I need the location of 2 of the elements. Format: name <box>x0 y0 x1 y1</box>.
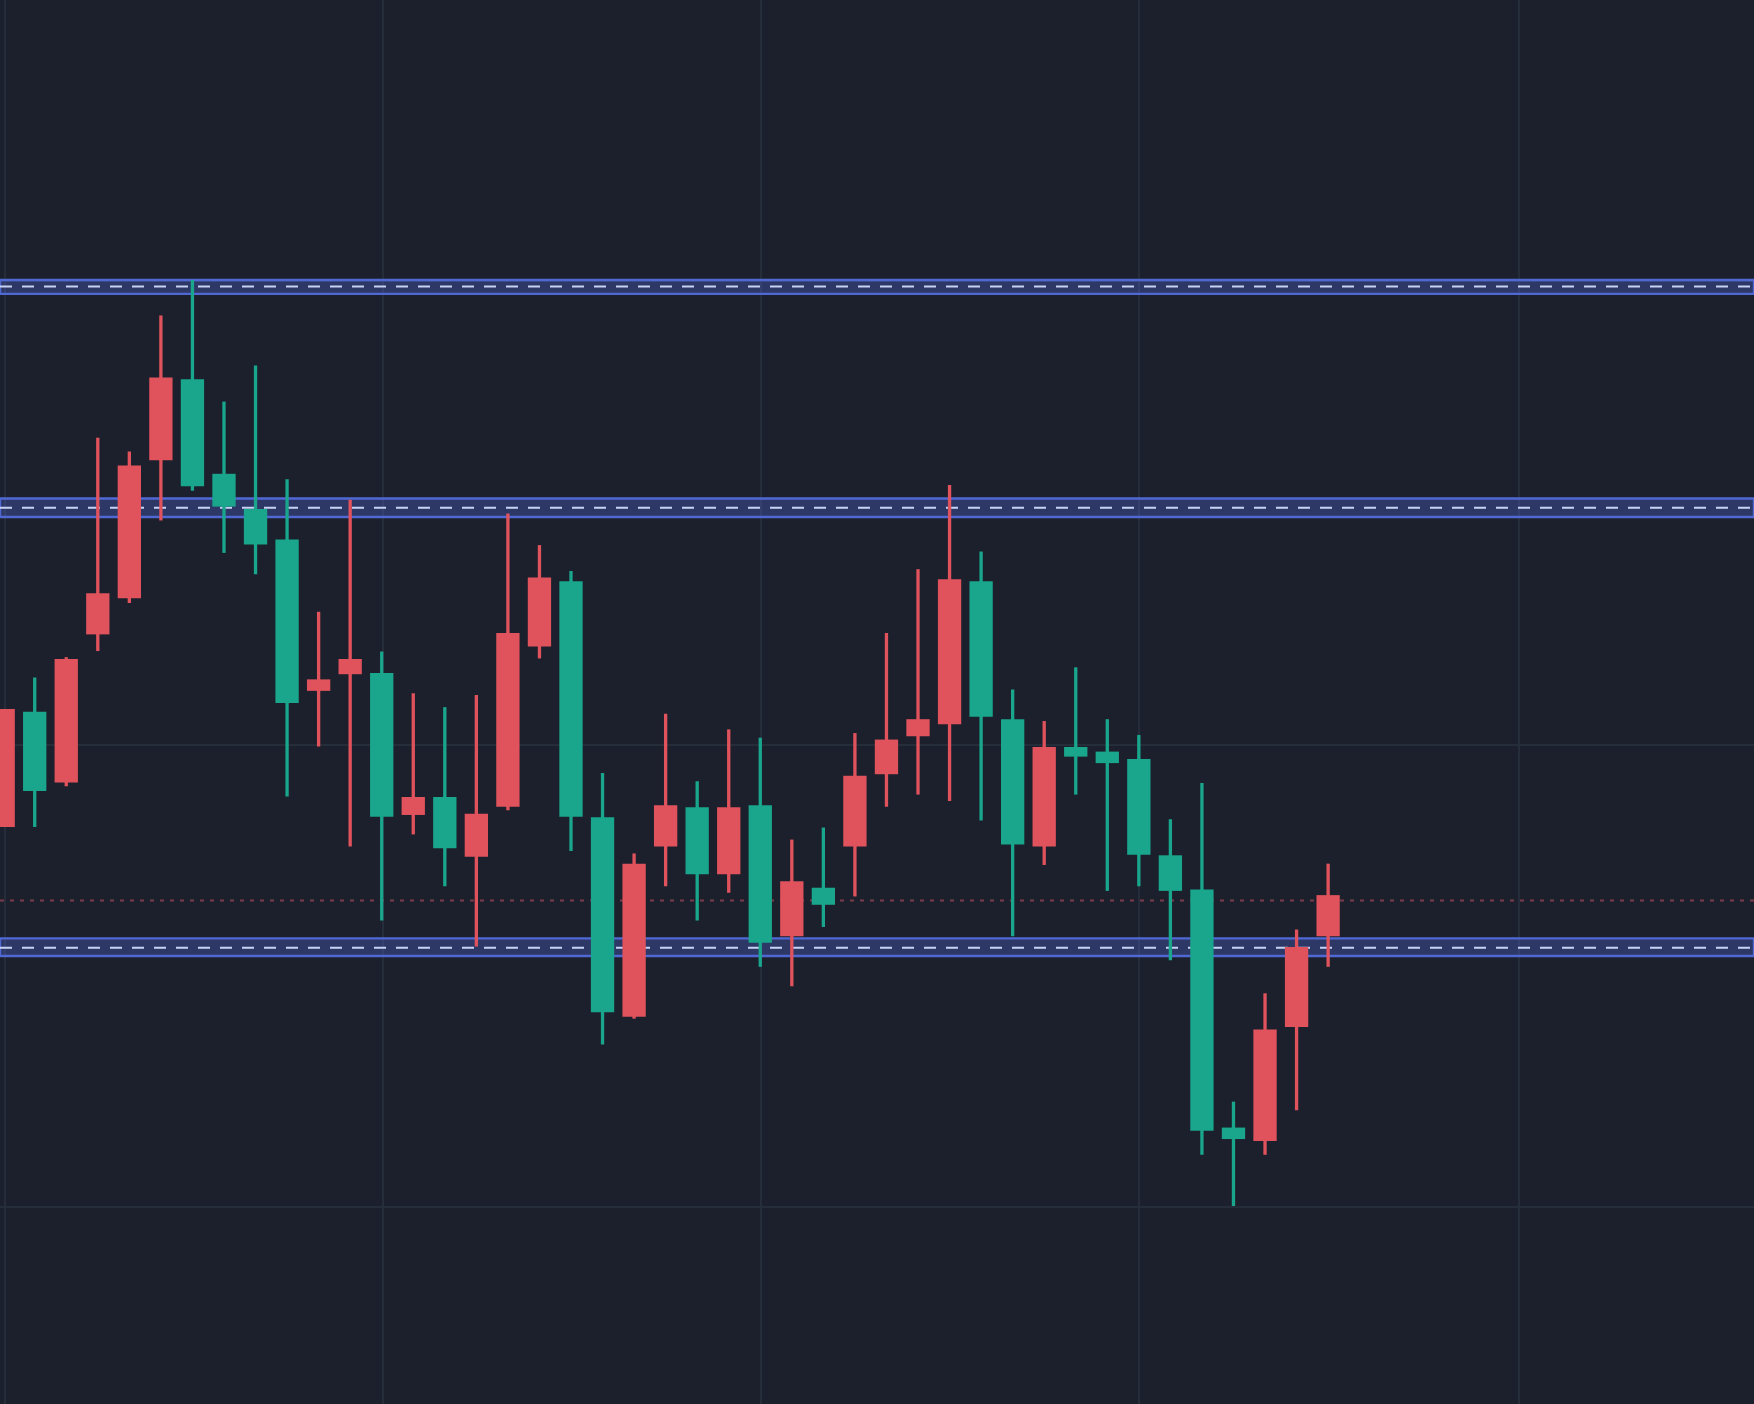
candlestick <box>212 401 236 553</box>
candlestick <box>906 569 930 795</box>
